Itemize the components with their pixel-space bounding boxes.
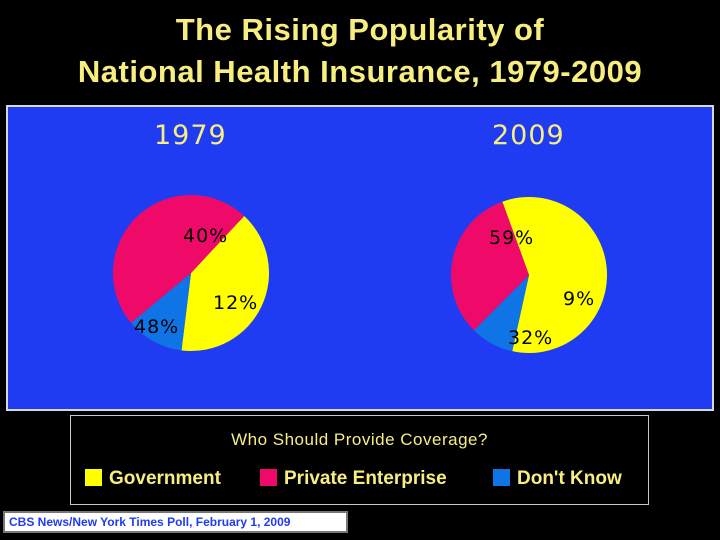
source-note: CBS News/New York Times Poll, February 1… (3, 511, 348, 533)
chart-title-line-1: The Rising Popularity of (175, 12, 545, 47)
legend: Who Should Provide Coverage? Government … (70, 415, 649, 505)
chart-title-line-2: National Health Insurance, 1979-2009 (77, 54, 643, 89)
pie-2009-slice-government (502, 196, 607, 353)
legend-swatch-government (85, 469, 102, 486)
pie-1979-year-label: 1979 (154, 120, 227, 151)
legend-label-private-enterprise: Private Enterprise (284, 468, 447, 489)
legend-swatch-private-enterprise (260, 469, 277, 486)
pie-1979-dont-know-label: 12% (213, 292, 259, 314)
legend-label-dont-know: Don't Know (517, 468, 622, 489)
pie-2009-dont-know-label: 9% (563, 288, 596, 310)
pie-1979-government-label: 40% (183, 225, 229, 247)
legend-label-government: Government (109, 468, 221, 489)
pie-2009-slice-don-t-know (474, 275, 529, 352)
pie-2009-private-label: 32% (508, 327, 554, 349)
pie-2009-government-label: 59% (489, 227, 535, 249)
pie-2009-year-label: 2009 (492, 120, 565, 151)
pie-1979-slice-private-enterprise (112, 194, 245, 323)
legend-swatch-dont-know (493, 469, 510, 486)
pie-1979-slice-government (181, 215, 270, 352)
pie-1979-slice-don-t-know (131, 273, 191, 351)
pie-2009-slice-private-enterprise (450, 201, 529, 331)
chart-panel: 1979 2009 40% 12% 48% 59% 9% 32% (6, 105, 714, 411)
legend-title: Who Should Provide Coverage? (231, 430, 488, 449)
pie-1979-private-label: 48% (134, 316, 180, 338)
pie-charts (112, 194, 607, 353)
